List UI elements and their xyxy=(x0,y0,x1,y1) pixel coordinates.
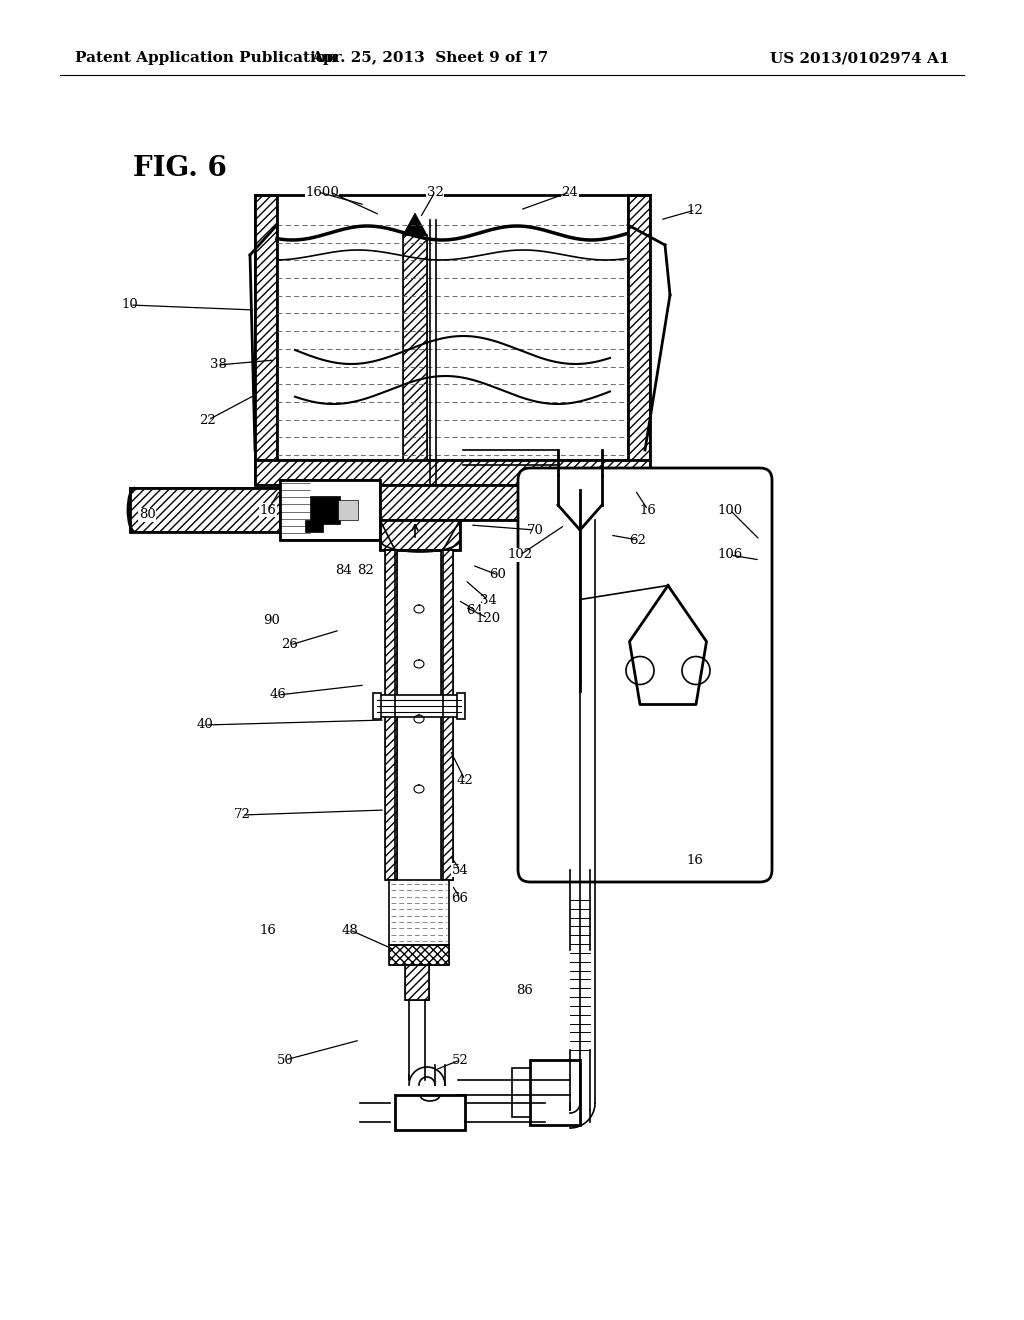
Text: FIG. 6: FIG. 6 xyxy=(133,154,227,182)
Text: 34: 34 xyxy=(479,594,497,606)
Circle shape xyxy=(682,656,710,685)
Text: 16: 16 xyxy=(686,854,703,866)
Bar xyxy=(441,550,453,880)
Text: 106: 106 xyxy=(718,549,742,561)
Bar xyxy=(628,195,650,459)
Bar xyxy=(255,459,650,484)
Bar xyxy=(457,693,465,719)
Circle shape xyxy=(626,656,654,685)
Text: 10: 10 xyxy=(122,298,138,312)
Text: 100: 100 xyxy=(718,503,742,516)
FancyBboxPatch shape xyxy=(518,469,772,882)
Text: 32: 32 xyxy=(427,186,443,198)
Bar xyxy=(389,945,449,965)
Text: 16: 16 xyxy=(640,503,656,516)
Bar xyxy=(389,880,449,945)
Text: 54: 54 xyxy=(452,863,468,876)
Bar xyxy=(380,520,460,550)
Text: 16: 16 xyxy=(259,924,276,936)
Bar xyxy=(255,459,650,484)
Text: 60: 60 xyxy=(489,569,507,582)
Bar xyxy=(305,520,323,532)
Text: 72: 72 xyxy=(233,808,251,821)
Bar xyxy=(628,195,650,459)
Bar xyxy=(403,235,427,459)
Text: Apr. 25, 2013  Sheet 9 of 17: Apr. 25, 2013 Sheet 9 of 17 xyxy=(311,51,549,65)
Text: 66: 66 xyxy=(452,891,469,904)
Bar xyxy=(441,550,453,880)
Text: 52: 52 xyxy=(452,1053,468,1067)
Bar xyxy=(395,1096,465,1130)
Bar xyxy=(406,965,429,1001)
Bar xyxy=(373,693,381,719)
Text: 102: 102 xyxy=(508,549,532,561)
Text: 16: 16 xyxy=(259,503,276,516)
Text: 62: 62 xyxy=(630,533,646,546)
Text: 38: 38 xyxy=(210,359,226,371)
Text: US 2013/0102974 A1: US 2013/0102974 A1 xyxy=(770,51,950,65)
Text: 46: 46 xyxy=(269,689,287,701)
Bar xyxy=(406,965,429,1001)
Polygon shape xyxy=(403,213,427,235)
Text: 80: 80 xyxy=(138,508,156,521)
Bar xyxy=(130,488,290,532)
Bar xyxy=(403,235,427,459)
Bar xyxy=(512,1068,530,1117)
Bar xyxy=(280,480,380,540)
Bar xyxy=(278,484,628,520)
Bar xyxy=(255,195,278,459)
Bar xyxy=(389,945,449,965)
Text: 26: 26 xyxy=(282,639,298,652)
Bar xyxy=(530,1060,580,1125)
Text: 22: 22 xyxy=(200,413,216,426)
Text: 70: 70 xyxy=(526,524,544,536)
Bar xyxy=(278,484,628,520)
Bar xyxy=(385,550,397,880)
Bar xyxy=(338,500,358,520)
Bar xyxy=(255,195,278,459)
Bar xyxy=(380,520,460,550)
Bar xyxy=(385,550,397,880)
Bar xyxy=(310,496,340,524)
Text: 90: 90 xyxy=(263,614,281,627)
Text: 48: 48 xyxy=(342,924,358,936)
Text: 160: 160 xyxy=(305,186,331,198)
Bar xyxy=(130,488,290,532)
Text: Patent Application Publication: Patent Application Publication xyxy=(75,51,337,65)
Text: 64: 64 xyxy=(467,603,483,616)
Text: 84: 84 xyxy=(335,564,351,577)
Text: 12: 12 xyxy=(687,203,703,216)
Text: 82: 82 xyxy=(356,564,374,577)
Bar xyxy=(280,480,380,540)
Text: 50: 50 xyxy=(276,1053,293,1067)
Text: 86: 86 xyxy=(516,983,534,997)
Text: 24: 24 xyxy=(561,186,579,198)
Text: 120: 120 xyxy=(475,611,501,624)
Text: 42: 42 xyxy=(457,774,473,787)
Text: 40: 40 xyxy=(197,718,213,731)
Bar xyxy=(377,696,461,717)
Text: 30: 30 xyxy=(322,186,339,198)
